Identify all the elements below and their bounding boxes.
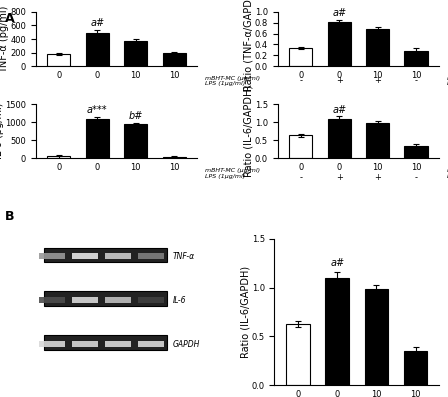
Text: +: +	[336, 173, 343, 182]
Text: -: -	[299, 76, 302, 85]
Y-axis label: TNF-α (pg/ml): TNF-α (pg/ml)	[0, 5, 9, 73]
Bar	[39, 253, 65, 259]
Text: IL-6: IL-6	[172, 296, 186, 305]
Bar	[39, 341, 65, 347]
Text: +: +	[336, 76, 343, 85]
Bar	[325, 278, 349, 385]
Text: mBHT-MC (μg/ml): mBHT-MC (μg/ml)	[447, 75, 448, 81]
Y-axis label: Ratio (IL-6/GAPDH): Ratio (IL-6/GAPDH)	[240, 266, 250, 358]
Text: a#: a#	[332, 8, 346, 18]
Bar	[138, 341, 164, 347]
Bar	[47, 156, 70, 158]
Text: b#: b#	[129, 112, 143, 121]
Y-axis label: Ratio (TNF-α/GAPDH): Ratio (TNF-α/GAPDH)	[243, 0, 254, 91]
Bar	[366, 123, 389, 158]
Text: -: -	[414, 173, 418, 182]
Bar	[86, 119, 109, 158]
Bar	[124, 124, 147, 158]
Bar	[72, 253, 99, 259]
Bar	[44, 291, 168, 306]
Bar	[163, 53, 185, 66]
Text: -: -	[414, 76, 418, 85]
Y-axis label: IL-6 (pg/ml): IL-6 (pg/ml)	[0, 103, 4, 160]
Bar	[138, 253, 164, 259]
Bar	[124, 41, 147, 66]
Bar	[405, 52, 427, 66]
Bar	[289, 135, 312, 158]
Text: a#: a#	[332, 105, 346, 115]
Bar	[105, 253, 131, 259]
Bar	[105, 297, 131, 303]
Bar	[47, 54, 70, 66]
Bar	[327, 119, 351, 158]
Bar	[72, 297, 99, 303]
Text: GAPDH: GAPDH	[172, 339, 200, 349]
Bar	[286, 324, 310, 385]
Bar	[365, 289, 388, 385]
Text: +: +	[374, 76, 381, 85]
Bar	[39, 297, 65, 303]
Text: +: +	[374, 173, 381, 182]
Bar	[86, 33, 109, 66]
Bar	[404, 351, 427, 385]
Text: a***: a***	[87, 106, 108, 116]
Text: mBHT-MC (μg/ml): mBHT-MC (μg/ml)	[205, 168, 260, 173]
Text: LPS (1μg/ml): LPS (1μg/ml)	[205, 81, 246, 87]
Bar	[327, 22, 351, 66]
Y-axis label: Ratio (IL-6/GAPDH): Ratio (IL-6/GAPDH)	[244, 85, 254, 177]
Text: -: -	[299, 173, 302, 182]
Text: a#: a#	[90, 18, 104, 28]
Text: LPS (1μg/ml): LPS (1μg/ml)	[447, 173, 448, 179]
Text: mBHT-MC (μg/ml): mBHT-MC (μg/ml)	[205, 75, 260, 81]
Bar	[163, 157, 185, 158]
Bar	[138, 297, 164, 303]
Bar	[366, 29, 389, 66]
Bar	[289, 48, 312, 66]
Text: TNF-α: TNF-α	[172, 252, 194, 261]
Bar	[44, 247, 168, 262]
Text: LPS (1μg/ml): LPS (1μg/ml)	[205, 173, 246, 179]
Bar	[44, 335, 168, 350]
Bar	[405, 146, 427, 158]
Bar	[105, 341, 131, 347]
Text: a#: a#	[330, 258, 344, 268]
Text: B: B	[4, 210, 14, 224]
Bar	[72, 341, 99, 347]
Text: A: A	[4, 12, 14, 25]
Text: LPS (1μg/ml): LPS (1μg/ml)	[447, 81, 448, 87]
Text: mBHT-MC (μg/ml): mBHT-MC (μg/ml)	[447, 168, 448, 173]
